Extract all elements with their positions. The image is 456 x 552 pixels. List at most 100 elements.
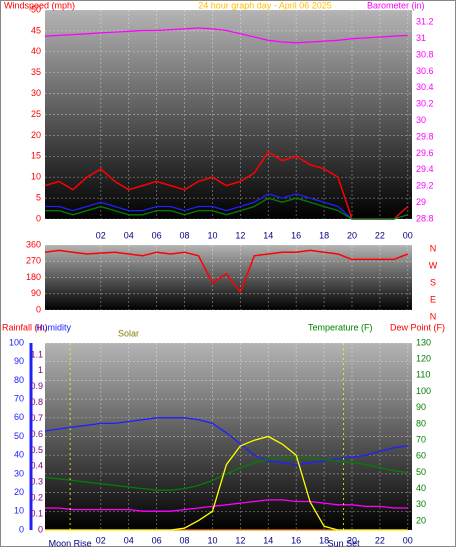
y2-tick-label: 60 <box>416 451 426 461</box>
y-tick-label: 270 <box>26 256 41 266</box>
series-label: Temperature (F) <box>308 322 373 332</box>
plot-area <box>45 10 412 219</box>
y2-tick-label: 29.6 <box>416 148 434 158</box>
y-tick-label: 0 <box>36 213 41 223</box>
y-tick-label: 40 <box>14 450 24 460</box>
y2-tick-label: 29.2 <box>416 181 434 191</box>
y3-tick-label: 1.1 <box>30 349 43 359</box>
annotation: Moon Rise <box>49 538 92 547</box>
y-tick-label: 50 <box>14 431 24 441</box>
y2-tick-label: 29.8 <box>416 131 434 141</box>
y2-tick-label: 30.6 <box>416 66 434 76</box>
series-line <box>45 435 408 531</box>
y2-tick-label: 30 <box>416 499 426 509</box>
series-line <box>44 457 408 491</box>
x-tick-label: 08 <box>180 230 190 240</box>
compass-label: N <box>430 311 437 321</box>
y-tick-label: 180 <box>26 272 41 282</box>
series-line <box>45 193 408 220</box>
y-axis-label: Windspeed (mph) <box>4 0 75 10</box>
y2-axis-label: Barometer (in) <box>367 0 425 10</box>
compass-label: W <box>429 260 438 270</box>
y2-tick-label: 110 <box>416 370 430 380</box>
y3-tick-label: 0.3 <box>30 477 43 487</box>
y3-tick-label: 0.1 <box>30 508 43 518</box>
y-tick-label: 30 <box>31 88 41 98</box>
y-tick-label: 60 <box>14 412 24 422</box>
x-tick-label: 04 <box>124 230 134 240</box>
x-tick-label: 20 <box>347 535 357 545</box>
y2-tick-label: 30 <box>416 115 426 125</box>
y-tick-label: 90 <box>31 288 41 298</box>
y2-tick-label: 29 <box>416 197 426 207</box>
x-tick-label: 10 <box>207 230 217 240</box>
y-tick-label: 0 <box>36 304 41 314</box>
y2-tick-label: 70 <box>416 434 426 444</box>
series-label: Solar <box>118 328 139 338</box>
x-tick-label: 10 <box>207 535 217 545</box>
y3-tick-label: 0 <box>38 524 43 534</box>
y-tick-label: 360 <box>26 239 41 249</box>
series-line <box>45 197 408 220</box>
series-label: Humidity <box>36 322 72 332</box>
series-line <box>45 499 408 512</box>
y2-tick-label: 28.8 <box>416 213 434 223</box>
y-tick-label: 70 <box>14 393 24 403</box>
y2-tick-label: 40 <box>416 483 426 493</box>
y2-tick-label: 30.4 <box>416 82 434 92</box>
compass-label: S <box>430 277 436 287</box>
y2-tick-label: 90 <box>416 402 426 412</box>
y2-tick-label: 130 <box>416 337 431 347</box>
y-tick-label: 15 <box>31 151 41 161</box>
x-tick-label: 06 <box>152 230 162 240</box>
x-tick-label: 12 <box>235 535 245 545</box>
y-tick-label: 40 <box>31 46 41 56</box>
y-tick-label: 35 <box>31 67 41 77</box>
y2-tick-label: 120 <box>416 354 431 364</box>
y3-tick-label: 1 <box>38 365 43 375</box>
x-tick-label: 00 <box>403 535 413 545</box>
x-tick-label: 20 <box>347 230 357 240</box>
y2-tick-label: 30.2 <box>416 99 434 109</box>
x-tick-label: 08 <box>180 535 190 545</box>
y2-tick-label: 80 <box>416 418 426 428</box>
x-tick-label: 16 <box>291 535 301 545</box>
y-tick-label: 10 <box>31 172 41 182</box>
series-line <box>44 151 409 220</box>
y2-tick-label: 100 <box>416 386 431 396</box>
x-tick-label: 02 <box>96 230 106 240</box>
y-tick-label: 10 <box>14 506 24 516</box>
x-tick-label: 18 <box>319 535 329 545</box>
y-tick-label: 90 <box>14 356 24 366</box>
y3-tick-label: 0.8 <box>30 397 43 407</box>
y2-tick-label: 31.2 <box>416 17 434 27</box>
compass-label: N <box>430 243 437 253</box>
y3-tick-label: 0.5 <box>30 445 43 455</box>
x-tick-label: 22 <box>375 535 385 545</box>
x-tick-label: 04 <box>124 535 134 545</box>
x-tick-label: 14 <box>263 535 273 545</box>
series-line <box>44 249 409 294</box>
y3-tick-label: 0.4 <box>30 461 43 471</box>
x-tick-label: 00 <box>403 230 413 240</box>
y3-tick-label: 0.2 <box>30 493 43 503</box>
series-label: Rainfall (in) <box>2 322 48 332</box>
y2-tick-label: 50 <box>416 467 426 477</box>
y-tick-label: 30 <box>14 468 24 478</box>
x-tick-label: 16 <box>291 230 301 240</box>
chart-title: 24 hour graph day - April 06 2025 <box>198 0 332 10</box>
y-tick-label: 100 <box>9 337 24 347</box>
y-tick-label: 5 <box>36 192 41 202</box>
x-tick-label: 18 <box>319 230 329 240</box>
plot-area <box>45 343 412 530</box>
compass-label: E <box>430 294 436 304</box>
y-tick-label: 25 <box>31 109 41 119</box>
x-tick-label: 02 <box>96 535 106 545</box>
y3-tick-label: 0.9 <box>30 381 43 391</box>
y3-tick-label: 0.7 <box>30 413 43 423</box>
y2-tick-label: 20 <box>416 515 426 525</box>
x-tick-label: 06 <box>152 535 162 545</box>
y3-tick-label: 0.6 <box>30 429 43 439</box>
y-tick-label: 80 <box>14 375 24 385</box>
